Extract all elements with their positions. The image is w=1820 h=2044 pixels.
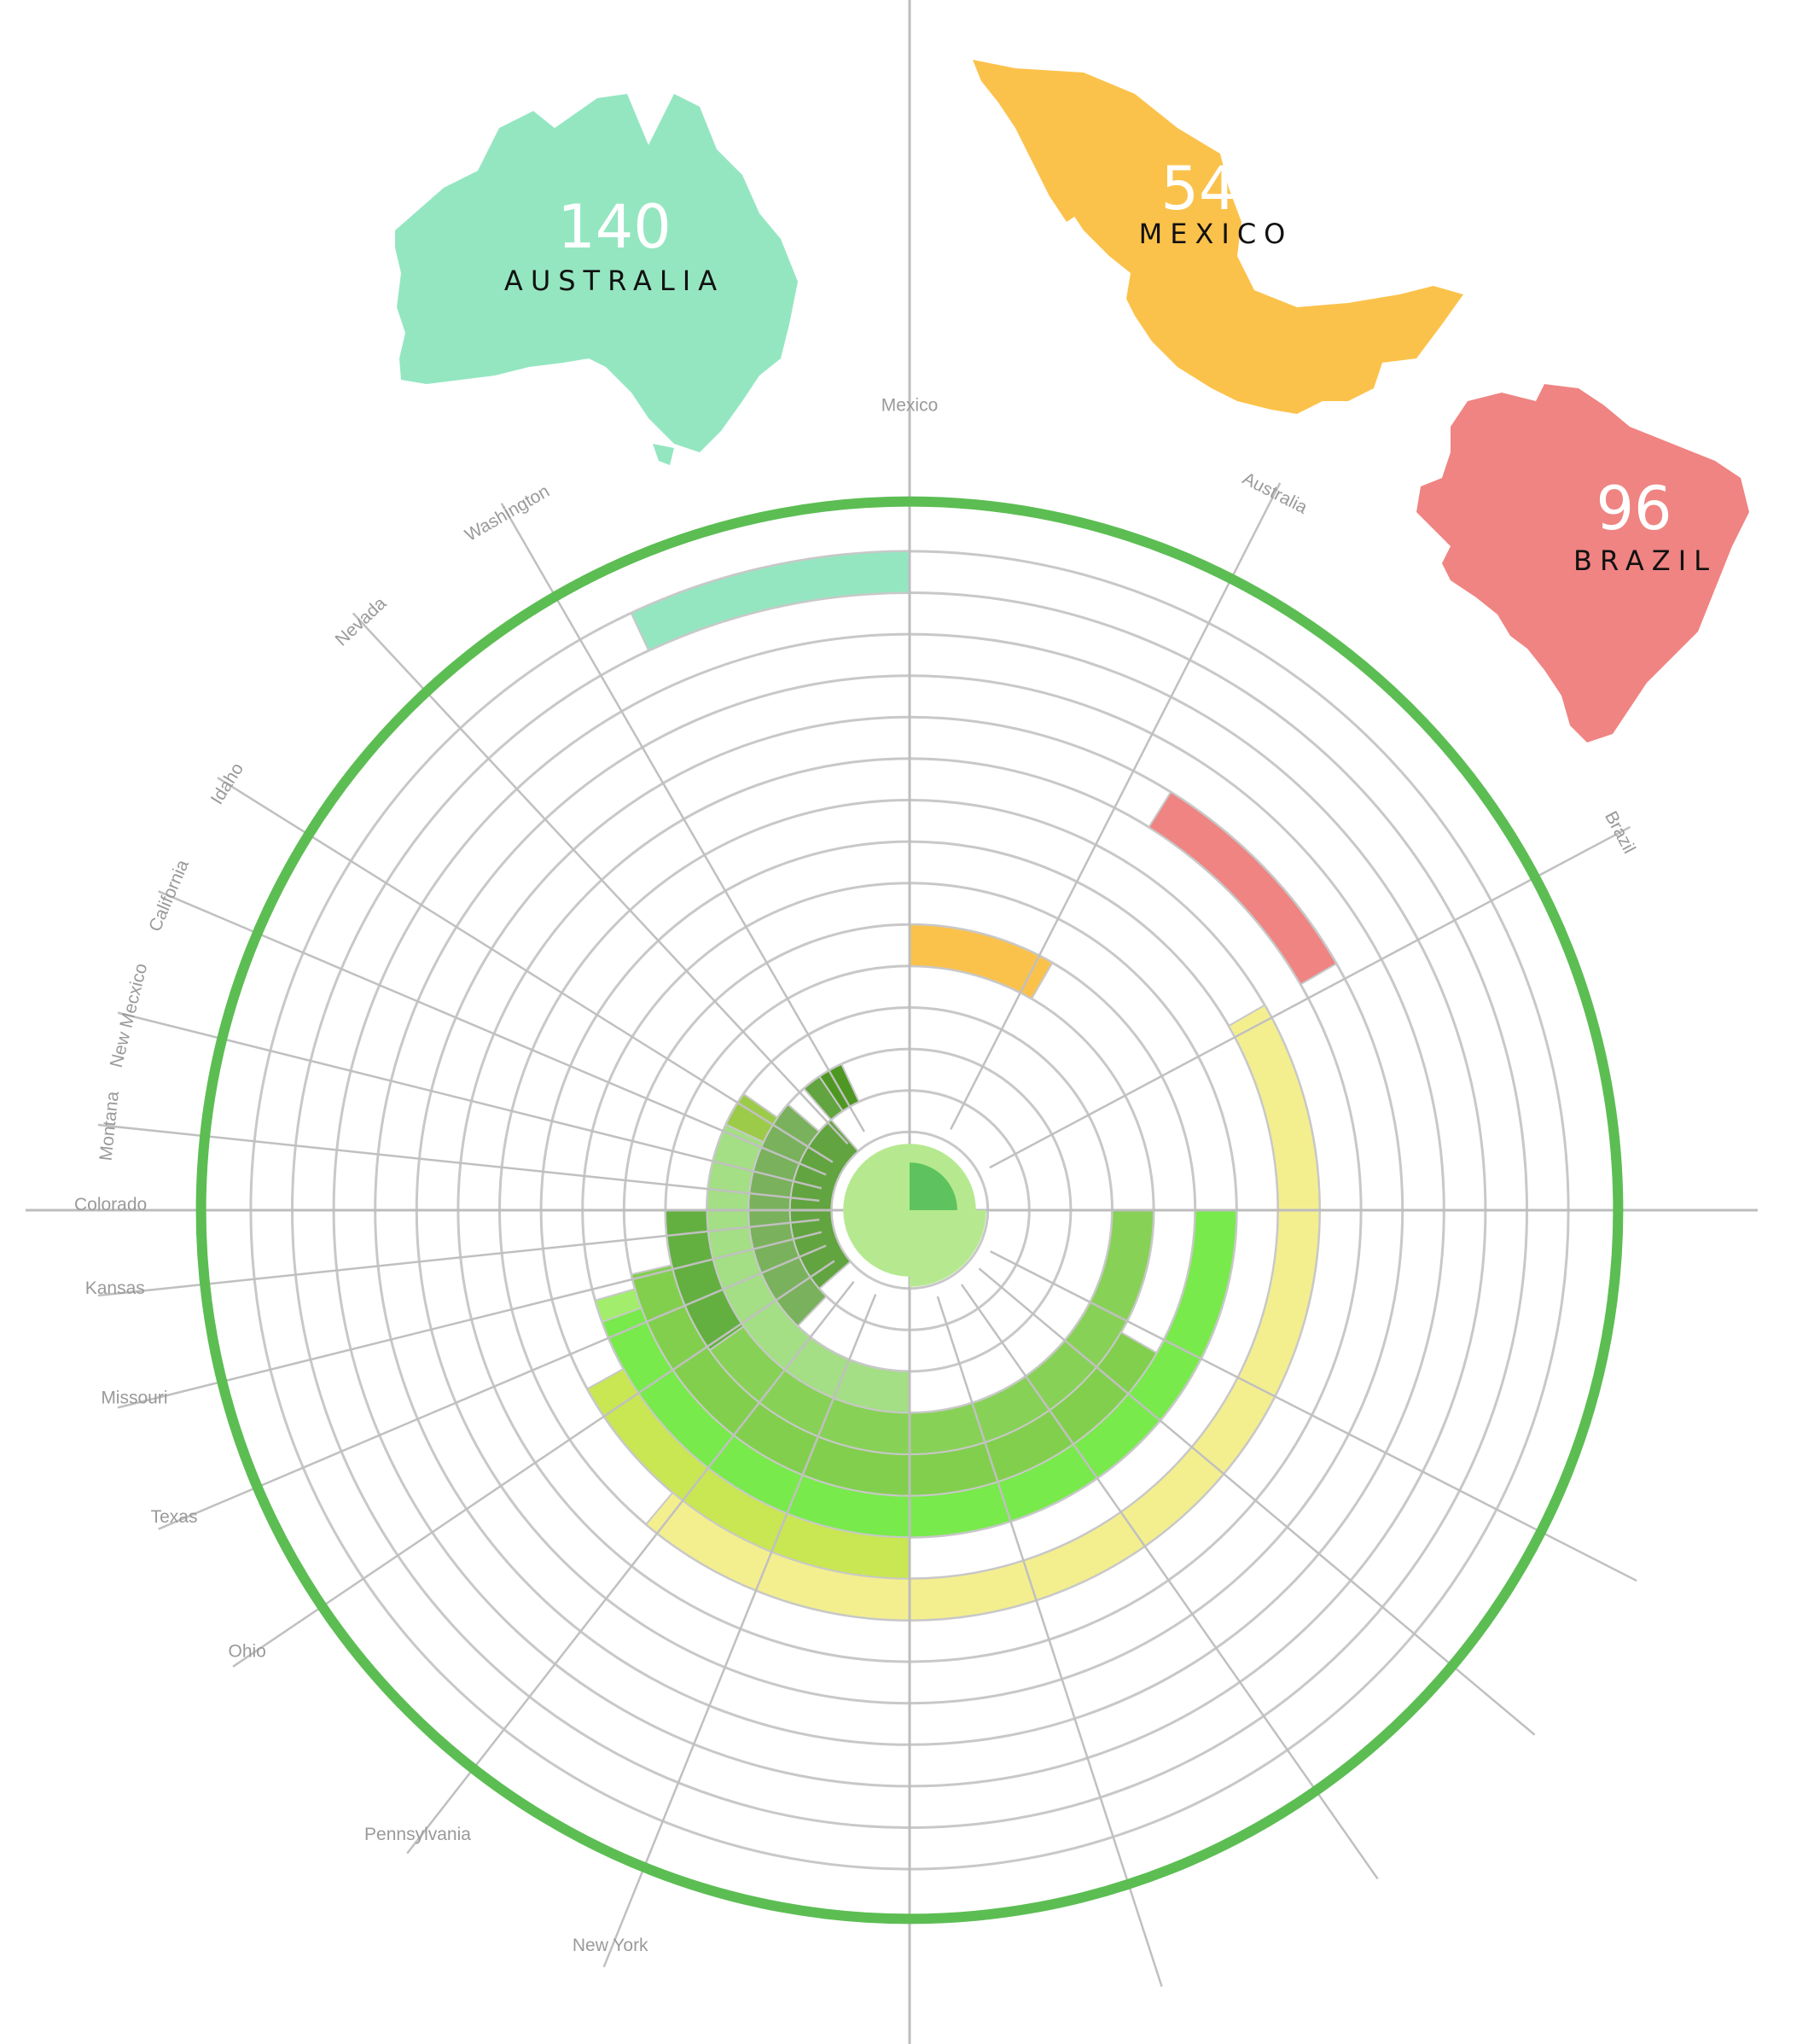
spoke-label-washington: Washington [462,481,553,545]
brazil-map-icon [1416,384,1749,742]
brazil-value: 96 [1596,474,1672,544]
mexico-map-icon [973,60,1463,414]
bars-layer [585,550,1338,1622]
spoke-label-new-mecxico: New Mecxico [107,962,152,1070]
bar-new-york [644,1004,1321,1622]
spoke-line [978,1267,1536,1736]
spoke-line [232,1260,835,1668]
spoke-label-australia: Australia [1239,469,1311,518]
spoke-label-missouri: Missouri [101,1389,167,1408]
spoke-line [500,503,865,1133]
spoke-line [960,1284,1379,1880]
spoke-line [117,1011,823,1190]
bar-mexico [909,923,1054,1000]
mexico-value: 54 [1160,154,1236,224]
spoke-line [158,1244,827,1530]
center-layer [843,1144,986,1287]
spoke-line [936,1296,1163,1987]
australia-value: 140 [557,192,672,262]
spoke-line [602,1294,877,1968]
bar-brazil [1148,790,1338,986]
spoke-line [117,1231,823,1409]
spoke-label-brazil: Brazil [1601,808,1639,857]
spoke-label-new-york: New York [573,1936,648,1955]
spoke-label-colorado: Colorado [74,1195,147,1214]
center-value-wedge [910,1162,957,1210]
spoke-line [97,1218,820,1297]
spoke-line [352,612,849,1145]
spoke-line [990,1250,1637,1582]
center-quadrant [910,1210,986,1287]
spoke-label-idaho: Idaho [207,760,247,808]
spoke-label-nevada: Nevada [332,593,391,649]
spoke-line [158,890,827,1176]
spoke-label-mexico: Mexico [881,396,939,416]
spoke-line [217,777,834,1163]
spoke-line [989,825,1631,1169]
australia-name: AUSTRALIA [504,265,724,297]
spoke-label-texas: Texas [151,1507,198,1527]
australia-map-icon [395,94,798,465]
spoke-label-california: California [145,857,193,935]
spoke-label-ohio: Ohio [229,1642,266,1662]
mexico-name: MEXICO [1139,218,1294,250]
brazil-name: BRAZIL [1573,544,1717,577]
spoke-line [950,482,1282,1130]
bar-nevada [802,1075,844,1121]
spoke-line [97,1123,820,1203]
spoke-line [406,1280,855,1855]
spoke-label-pennsylvania: Pennsylvania [364,1825,471,1844]
bar-ohio [601,1209,1238,1539]
spoke-label-kansas: Kansas [85,1278,145,1298]
spoke-label-montana: Montana [96,1090,123,1162]
outer-ring [195,496,1624,1925]
